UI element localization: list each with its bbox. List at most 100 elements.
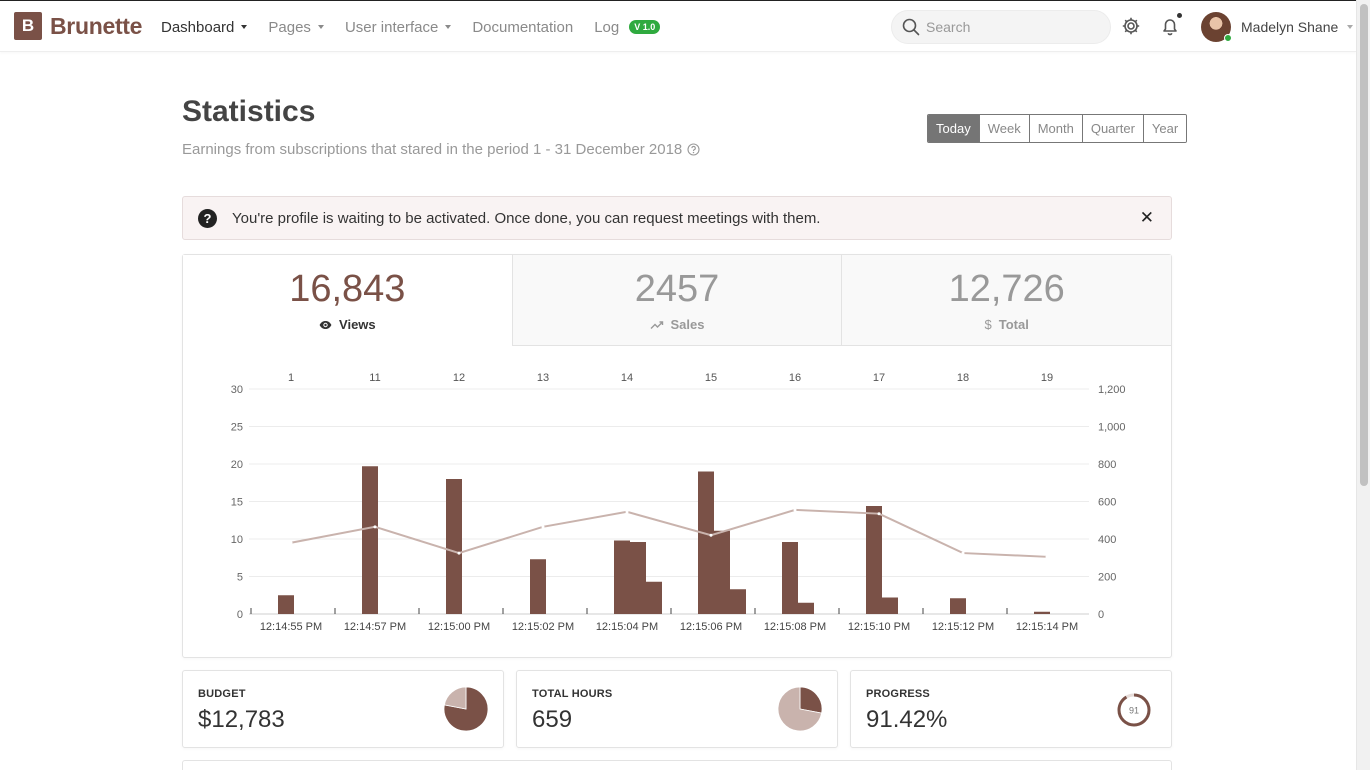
line-point bbox=[877, 512, 881, 516]
total-value: 12,726 bbox=[948, 268, 1065, 310]
pie-slice bbox=[799, 686, 823, 714]
tab-views[interactable]: 16,843 Views bbox=[183, 255, 512, 346]
nav-item-label: Pages bbox=[268, 18, 311, 36]
top-axis-label: 12 bbox=[453, 372, 465, 384]
y-tick-label: 25 bbox=[231, 422, 243, 434]
x-tick-label: 12:15:08 PM bbox=[764, 621, 826, 633]
nav-item-log[interactable]: Log V 1.0 bbox=[594, 19, 661, 36]
statistics-card: 16,843 Views 2457 Sales 12,726 bbox=[182, 254, 1172, 658]
tab-sales[interactable]: 2457 Sales bbox=[511, 255, 842, 346]
total-label: Total bbox=[998, 317, 1029, 332]
top-navbar: B Brunette Dashboard Pages User interfac… bbox=[0, 0, 1356, 52]
brand-logo[interactable]: B Brunette bbox=[14, 12, 142, 40]
total-hours-label: TOTAL HOURS bbox=[532, 688, 613, 700]
search-box bbox=[891, 10, 1111, 44]
budget-value: $12,783 bbox=[198, 706, 285, 733]
version-badge: V 1.0 bbox=[629, 20, 661, 34]
chart-line bbox=[290, 508, 1048, 558]
search-input[interactable] bbox=[926, 19, 1096, 35]
x-tick-label: 12:14:57 PM bbox=[344, 621, 406, 633]
period-month-button[interactable]: Month bbox=[1028, 115, 1082, 142]
tab-label: Views bbox=[183, 317, 512, 332]
trending-up-icon bbox=[650, 320, 663, 329]
top-axis-label: 17 bbox=[873, 372, 885, 384]
total-hours-value: 659 bbox=[532, 706, 573, 733]
y2-tick-label: 1,000 bbox=[1098, 422, 1126, 434]
subtitle-text: Earnings from subscriptions that stared … bbox=[182, 141, 683, 158]
y-tick-label: 15 bbox=[231, 497, 243, 509]
hours-pie-chart bbox=[777, 686, 823, 732]
budget-card: BUDGET $12,783 bbox=[182, 670, 504, 748]
line-point bbox=[457, 551, 461, 555]
nav-item-pages[interactable]: Pages bbox=[268, 19, 324, 36]
x-tick-label: 12:15:12 PM bbox=[932, 621, 994, 633]
line-point bbox=[289, 541, 293, 545]
ring-progress bbox=[1117, 693, 1151, 727]
y-tick-label: 0 bbox=[237, 609, 243, 621]
y-tick-label: 5 bbox=[237, 572, 243, 584]
chart-bar bbox=[446, 479, 462, 614]
x-tick-label: 12:15:14 PM bbox=[1016, 621, 1078, 633]
top-axis-label: 11 bbox=[369, 372, 380, 384]
period-year-button[interactable]: Year bbox=[1142, 115, 1187, 142]
y2-tick-label: 800 bbox=[1098, 459, 1116, 471]
nav-item-label: User interface bbox=[344, 18, 439, 36]
chart-bar bbox=[698, 471, 714, 614]
dollar-icon: $ bbox=[984, 317, 992, 332]
question-circle-icon: ? bbox=[198, 208, 217, 228]
user-menu[interactable]: Madelyn Shane bbox=[1241, 19, 1354, 35]
total-hours-card: TOTAL HOURS 659 bbox=[516, 670, 838, 748]
y-tick-label: 30 bbox=[231, 384, 243, 396]
line-point bbox=[1045, 555, 1049, 559]
pie-slice bbox=[443, 686, 467, 710]
x-tick-label: 12:15:04 PM bbox=[596, 621, 658, 633]
top-axis-label: 19 bbox=[1041, 372, 1053, 384]
chart-bar bbox=[362, 466, 378, 614]
tab-total[interactable]: 12,726 $ Total bbox=[841, 255, 1172, 346]
x-tick-label: 12:15:00 PM bbox=[428, 621, 490, 633]
next-card bbox=[182, 760, 1172, 770]
line-point bbox=[961, 551, 965, 555]
period-quarter-button[interactable]: Quarter bbox=[1081, 115, 1143, 142]
bell-icon bbox=[1163, 19, 1177, 36]
online-status-dot bbox=[1224, 34, 1232, 42]
period-today-button[interactable]: Today bbox=[928, 115, 979, 142]
chart-bar bbox=[278, 595, 294, 614]
notifications-button[interactable] bbox=[1160, 16, 1180, 41]
close-icon[interactable]: ✕ bbox=[1139, 208, 1154, 227]
nav-item-user-interface[interactable]: User interface bbox=[344, 18, 452, 36]
chart-bar bbox=[630, 542, 646, 614]
progress-ring: 91 bbox=[1117, 693, 1151, 727]
line-point bbox=[541, 525, 545, 529]
line-point bbox=[625, 510, 629, 514]
tab-label: Sales bbox=[513, 317, 842, 332]
tab-label: $ Total bbox=[842, 317, 1171, 332]
period-selector: Today Week Month Quarter Year bbox=[927, 114, 1188, 143]
help-circle-icon[interactable] bbox=[687, 143, 700, 156]
chart-bar bbox=[782, 542, 798, 614]
scrollbar-thumb[interactable] bbox=[1360, 4, 1368, 486]
chart-bar bbox=[530, 559, 546, 614]
top-axis-label: 18 bbox=[957, 372, 969, 384]
line-point bbox=[709, 533, 713, 537]
page-title: Statistics bbox=[182, 95, 316, 128]
notification-dot bbox=[1177, 13, 1182, 18]
settings-button[interactable] bbox=[1121, 16, 1141, 41]
nav-item-documentation[interactable]: Documentation bbox=[472, 19, 573, 36]
nav-item-dashboard[interactable]: Dashboard bbox=[161, 19, 248, 36]
top-axis-label: 1 bbox=[288, 372, 294, 384]
line-point bbox=[793, 508, 797, 512]
alert-message: You're profile is waiting to be activate… bbox=[232, 209, 821, 227]
stats-tabs: 16,843 Views 2457 Sales 12,726 bbox=[183, 255, 1172, 346]
sales-value: 2457 bbox=[634, 268, 720, 310]
chart-bar bbox=[950, 598, 966, 614]
line-point bbox=[373, 525, 377, 529]
user-name: Madelyn Shane bbox=[1241, 19, 1339, 35]
page-scrollbar[interactable] bbox=[1356, 0, 1370, 770]
period-week-button[interactable]: Week bbox=[978, 115, 1029, 142]
chart-bar bbox=[730, 589, 746, 614]
chart-bar bbox=[866, 506, 882, 614]
ring-value: 91 bbox=[1129, 706, 1139, 716]
chart-bar bbox=[882, 597, 898, 614]
